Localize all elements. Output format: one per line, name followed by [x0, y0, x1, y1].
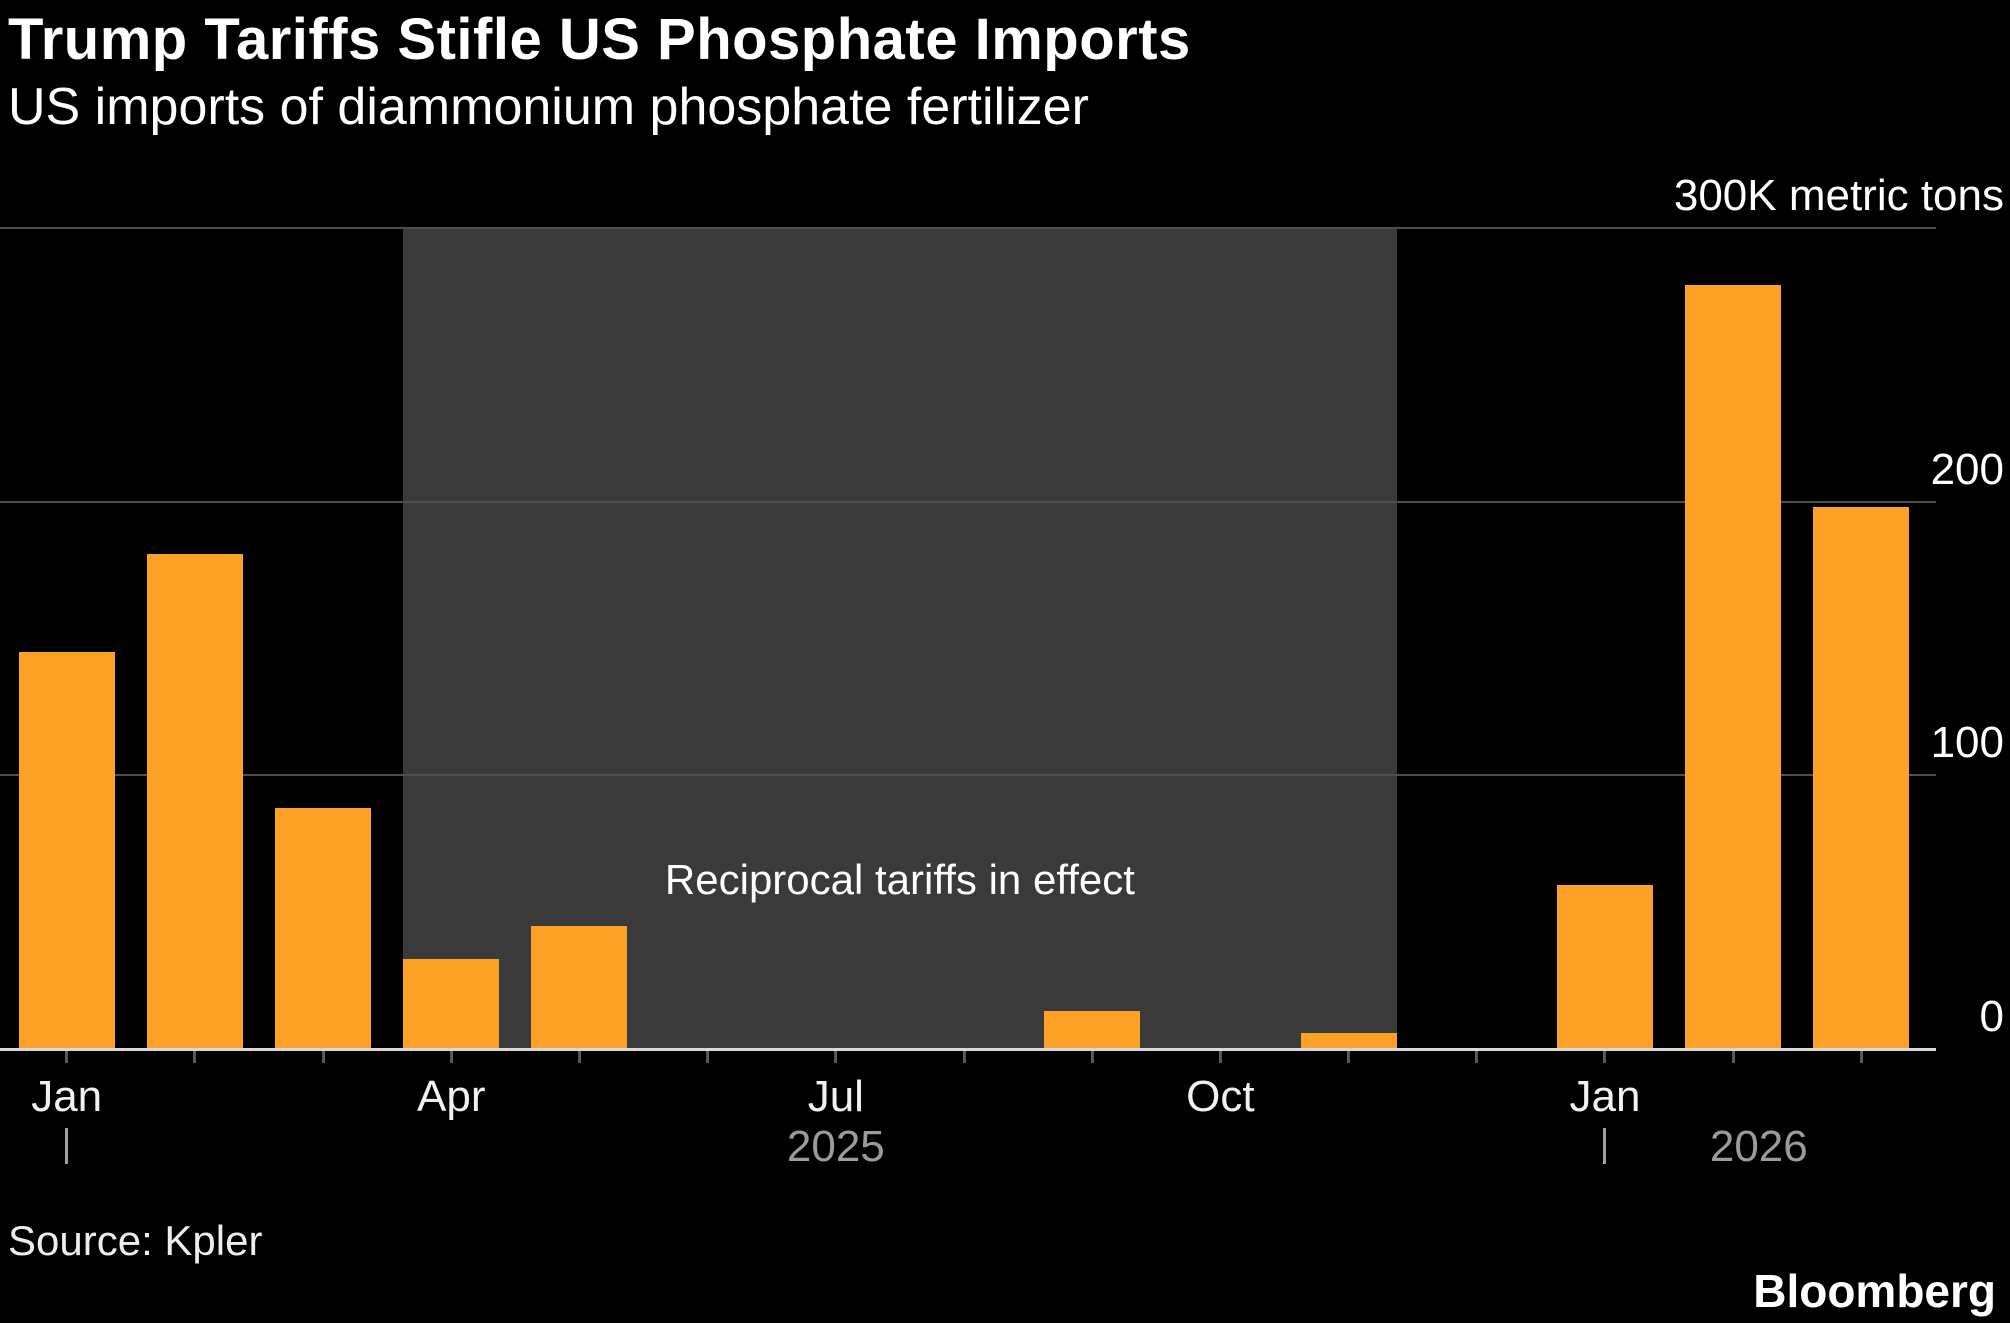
y-tick-label-100: 100 — [1930, 718, 2004, 768]
bar-may-2025 — [531, 925, 628, 1049]
x-minor-tick-apr-2025 — [449, 1049, 453, 1063]
x-minor-tick-dec-2025 — [1475, 1049, 1479, 1063]
bloomberg-logo: Bloomberg — [1753, 1265, 1996, 1317]
reciprocal-tariffs-label: Reciprocal tariffs in effect — [664, 856, 1135, 903]
bar-mar-2025 — [275, 808, 372, 1049]
chart-subtitle: US imports of diammonium phosphate ferti… — [8, 78, 1089, 136]
bar-sep-2025 — [1044, 1010, 1141, 1049]
bar-feb-2025 — [146, 553, 243, 1049]
source-note: Source: Kpler — [8, 1217, 263, 1264]
x-minor-tick-jan-2026 — [1603, 1049, 1607, 1063]
gridline-200 — [0, 500, 1936, 503]
bar-apr-2025 — [403, 958, 500, 1049]
x-minor-tick-feb-2025 — [193, 1049, 197, 1063]
bar-mar-2026 — [1813, 507, 1910, 1049]
x-minor-tick-nov-2025 — [1347, 1049, 1351, 1063]
x-tick-label-jan-0: Jan — [31, 1072, 103, 1121]
x-tick-label-oct-9: Oct — [1186, 1072, 1255, 1121]
year-label-2026: 2026 — [1709, 1122, 1808, 1171]
x-minor-tick-may-2025 — [577, 1049, 581, 1063]
reciprocal-tariffs-shade: Reciprocal tariffs in effect — [403, 228, 1397, 1049]
bar-nov-2025 — [1300, 1032, 1397, 1049]
year-label-2025: 2025 — [786, 1122, 885, 1171]
x-axis-baseline — [0, 1048, 1936, 1051]
x-minor-tick-feb-2026 — [1731, 1049, 1735, 1063]
bar-jan-2025 — [18, 652, 115, 1049]
x-minor-tick-jun-2025 — [706, 1049, 710, 1063]
x-minor-tick-aug-2025 — [962, 1049, 966, 1063]
x-minor-tick-jan-2025 — [65, 1049, 69, 1063]
chart-title: Trump Tariffs Stifle US Phosphate Import… — [8, 7, 1191, 72]
x-minor-tick-sep-2025 — [1090, 1049, 1094, 1063]
x-minor-tick-mar-2026 — [1859, 1049, 1863, 1063]
y-tick-label-200: 200 — [1930, 444, 2004, 494]
year-divider-tick-2025 — [65, 1128, 69, 1164]
x-tick-label-apr-3: Apr — [417, 1072, 486, 1121]
x-minor-tick-mar-2025 — [321, 1049, 325, 1063]
x-minor-tick-jul-2025 — [834, 1049, 838, 1063]
gridline-100 — [0, 774, 1936, 777]
x-minor-tick-oct-2025 — [1218, 1049, 1222, 1063]
bar-feb-2026 — [1685, 285, 1782, 1049]
y-tick-label-0: 0 — [1979, 992, 2004, 1041]
bar-jan-2026 — [1556, 884, 1653, 1049]
year-divider-tick-2026 — [1603, 1128, 1607, 1164]
gridline-300 — [0, 227, 1936, 229]
x-tick-label-jan-12: Jan — [1569, 1072, 1641, 1121]
x-tick-label-jul-6: Jul — [807, 1072, 864, 1121]
y-tick-label-300: 300K metric tons — [1673, 171, 2004, 220]
